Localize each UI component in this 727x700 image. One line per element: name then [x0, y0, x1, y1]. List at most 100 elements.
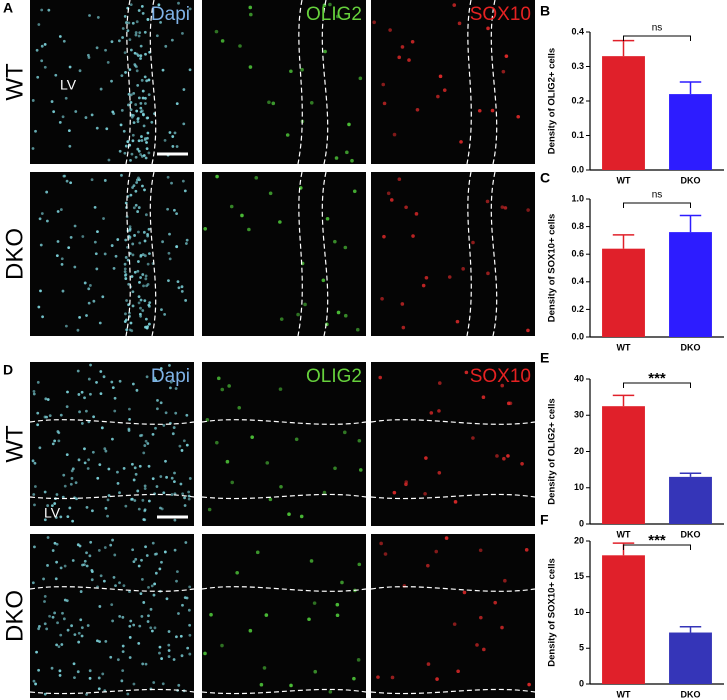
cell — [147, 499, 151, 503]
cell — [35, 48, 39, 52]
cell — [139, 314, 142, 318]
cell — [55, 542, 59, 546]
cell — [33, 503, 36, 507]
cell — [67, 246, 71, 250]
cell — [147, 464, 151, 468]
cell — [78, 315, 81, 319]
cell — [516, 114, 521, 119]
cell — [31, 99, 35, 102]
cell — [170, 38, 174, 42]
cell — [37, 627, 41, 631]
cell — [401, 325, 406, 330]
cell — [63, 564, 67, 568]
significance-bracket — [623, 544, 691, 550]
cell — [333, 466, 337, 471]
cell — [95, 46, 99, 50]
cell — [128, 656, 132, 659]
cell — [139, 153, 142, 156]
panel-letter: E — [540, 350, 549, 366]
cell — [144, 102, 147, 105]
cell — [43, 490, 47, 494]
cell — [90, 570, 94, 574]
cell — [165, 475, 168, 479]
y-tick-label: 20 — [574, 535, 584, 545]
cell — [110, 40, 114, 44]
y-tick-label: 0.2 — [571, 304, 584, 314]
cell — [55, 493, 59, 496]
cell — [58, 674, 62, 677]
cell — [146, 262, 150, 266]
cell — [264, 613, 269, 617]
cell — [71, 519, 75, 523]
cell — [118, 491, 121, 495]
cell — [82, 563, 86, 567]
cell — [56, 240, 60, 243]
cell — [152, 681, 156, 684]
cell — [285, 133, 290, 137]
row-label: DKO — [1, 590, 28, 642]
cell — [183, 496, 186, 500]
cell — [88, 669, 92, 673]
cell — [88, 284, 92, 287]
cell — [136, 489, 140, 493]
cell — [87, 301, 91, 305]
cell — [524, 548, 529, 552]
cell — [43, 415, 47, 419]
cell — [126, 692, 130, 696]
cell — [183, 189, 187, 193]
significance-label: ns — [652, 23, 663, 34]
cell — [141, 309, 145, 312]
cell — [50, 100, 54, 103]
cell — [89, 540, 93, 544]
cell — [237, 405, 242, 410]
cell — [173, 518, 177, 522]
cell — [383, 552, 388, 556]
cell — [143, 509, 147, 513]
cell — [64, 324, 68, 328]
cell — [119, 123, 123, 127]
cell — [120, 173, 123, 177]
cell — [135, 20, 139, 24]
cell — [506, 401, 511, 406]
cell — [110, 244, 114, 247]
cell — [500, 625, 504, 630]
cell — [151, 541, 155, 545]
cell — [132, 682, 136, 686]
cell — [169, 386, 172, 390]
cell — [486, 271, 490, 276]
cell — [90, 113, 94, 117]
cell — [31, 581, 35, 585]
boundary — [321, 171, 329, 337]
cell — [112, 112, 116, 116]
cell — [43, 42, 47, 46]
cell — [137, 564, 141, 568]
cell — [173, 208, 176, 212]
cell — [102, 579, 106, 583]
cell — [99, 370, 103, 373]
cell — [456, 669, 460, 674]
cell — [135, 109, 139, 113]
cell — [133, 466, 137, 470]
cell — [91, 509, 94, 513]
boundary — [370, 688, 536, 695]
boundary — [201, 688, 367, 695]
cell — [173, 131, 177, 135]
cell — [404, 480, 409, 484]
cell — [139, 57, 142, 60]
cell — [116, 238, 120, 241]
cell — [32, 679, 36, 683]
cell — [262, 666, 267, 670]
cell — [104, 449, 108, 453]
y-axis-label: Density of OLIG2+ cells — [547, 48, 558, 154]
cell — [188, 585, 192, 589]
bar — [602, 406, 645, 524]
cell — [158, 645, 162, 649]
cell — [175, 579, 178, 583]
cell — [323, 49, 327, 54]
cell — [148, 301, 152, 305]
cell — [53, 541, 57, 545]
cell — [167, 630, 171, 633]
cell — [65, 453, 69, 457]
cell — [38, 624, 41, 628]
cell — [46, 564, 49, 567]
